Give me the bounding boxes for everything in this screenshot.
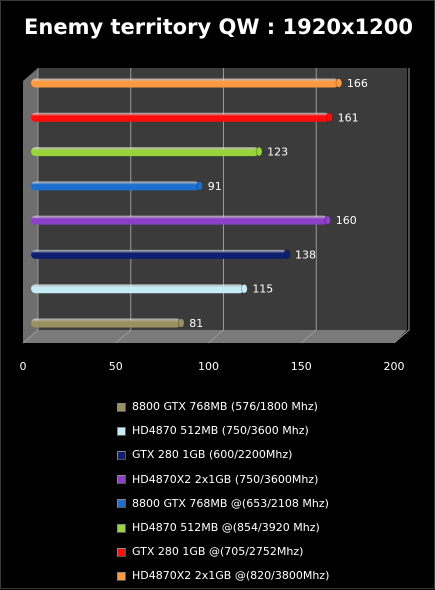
legend-label: 8800 GTX 768MB (576/1800 Mhz) — [132, 400, 318, 413]
legend-label: 8800 GTX 768MB @(653/2108 Mhz) — [132, 496, 329, 510]
data-label: 91 — [208, 180, 222, 193]
bar — [31, 181, 200, 191]
legend-item: HD4870X2 2x1GB @(820/3800Mhz) — [117, 564, 329, 588]
data-label: 160 — [336, 214, 357, 227]
data-label: 115 — [252, 283, 273, 296]
legend-label: GTX 280 1GB (600/2200Mhz) — [132, 448, 293, 462]
legend-label: HD4870 512MB (750/3600 Mhz) — [132, 424, 309, 438]
legend-swatch — [117, 547, 126, 557]
legend-swatch — [117, 499, 126, 509]
bar-cap — [177, 318, 185, 328]
grid-line — [393, 68, 410, 344]
data-label: 123 — [267, 146, 288, 159]
legend-item: GTX 280 1GB (600/2200Mhz) — [117, 443, 329, 467]
data-label: 138 — [295, 248, 316, 261]
bar-cap — [283, 249, 291, 260]
bar-cap — [196, 181, 204, 191]
legend-label: HD4870X2 2x1GB (750/3600Mhz) — [132, 472, 319, 486]
bar-cap — [240, 283, 248, 294]
chart-legend: 8800 GTX 768MB (576/1800 Mhz) HD4870 512M… — [117, 395, 329, 589]
data-label: 161 — [338, 111, 359, 124]
data-label: 81 — [189, 317, 203, 330]
x-tick-label: 0 — [20, 360, 27, 373]
legend-label: HD4870 512MB @(854/3920 Mhz) — [132, 520, 320, 534]
bar — [31, 112, 330, 122]
legend-swatch — [117, 523, 126, 533]
x-tick-label: 200 — [384, 360, 405, 373]
grid-line — [300, 68, 317, 344]
plot-floor — [23, 330, 407, 343]
bar-cap — [326, 112, 334, 123]
bar-cap — [324, 215, 332, 225]
x-tick-label: 50 — [109, 360, 123, 373]
legend-swatch — [117, 571, 126, 581]
legend-swatch — [117, 475, 126, 485]
legend-item: 8800 GTX 768MB (576/1800 Mhz) — [117, 395, 329, 419]
bar — [31, 78, 339, 88]
plot-side-wall — [23, 68, 38, 343]
legend-item: HD4870 512MB @(854/3920 Mhz) — [117, 516, 329, 540]
legend-label: GTX 280 1GB @(705/2752Mhz) — [132, 545, 304, 559]
data-label: 166 — [347, 77, 368, 90]
x-tick-label: 100 — [198, 360, 219, 373]
bar — [31, 284, 245, 294]
bar-cap — [255, 146, 263, 157]
x-tick-label: 150 — [291, 360, 312, 373]
bar — [31, 318, 182, 328]
bar — [31, 147, 260, 157]
legend-item: 8800 GTX 768MB @(653/2108 Mhz) — [117, 492, 329, 516]
legend-item: HD4870 512MB (750/3600 Mhz) — [117, 419, 329, 443]
legend-swatch — [117, 402, 126, 412]
legend-swatch — [117, 426, 126, 436]
chart-title: Enemy territory QW : 1920x1200 — [24, 15, 413, 39]
legend-swatch — [117, 450, 126, 460]
legend-label: HD4870X2 2x1GB @(820/3800Mhz) — [132, 569, 330, 583]
legend-item: GTX 280 1GB @(705/2752Mhz) — [117, 540, 329, 564]
bar — [31, 249, 287, 259]
legend-item: HD4870X2 2x1GB (750/3600Mhz) — [117, 468, 329, 492]
bar — [31, 215, 328, 225]
bar-cap — [335, 78, 343, 88]
